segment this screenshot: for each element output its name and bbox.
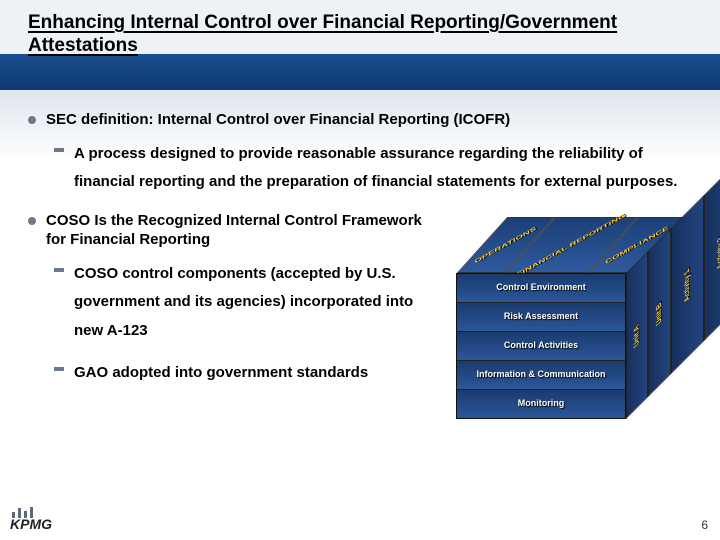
coso-cube-container: OPERATIONS FINANCIAL REPORTING COMPLIANC… [452,211,692,421]
bullet-dash-icon [54,148,64,152]
title-band: Enhancing Internal Control over Financia… [0,0,720,90]
bullet-level2: A process designed to provide reasonable… [54,140,692,197]
content-area: SEC definition: Internal Control over Fi… [28,110,692,512]
bullet-text: SEC definition: Internal Control over Fi… [46,110,510,130]
cube-side-col: Activity 1 [671,194,704,373]
page-number: 6 [701,518,708,532]
cube-side-label: Activity 1 [684,265,691,303]
cube-layer: Control Activities [457,332,625,361]
bullet-text: COSO control components (accepted by U.S… [74,260,438,346]
cube-layer: Monitoring [457,390,625,418]
bullet-level1: SEC definition: Internal Control over Fi… [28,110,692,130]
coso-cube: OPERATIONS FINANCIAL REPORTING COMPLIANC… [452,211,692,421]
cube-layer: Information & Communication [457,361,625,390]
cube-layer: Control Environment [457,274,625,303]
bullet-text: A process designed to provide reasonable… [74,140,692,197]
kpmg-logo: KPMG [10,516,52,532]
bullet-level2: GAO adopted into government standards [54,359,438,388]
bullet-dot-icon [28,217,36,225]
cube-side-col: Unit B [648,228,671,397]
cube-side-label: Unit B [656,298,663,326]
cube-front-face: Control Environment Risk Assessment Cont… [456,273,626,419]
bullet-dash-icon [54,367,64,371]
bullet-level1: COSO Is the Recognized Internal Control … [28,211,438,250]
lower-row: COSO Is the Recognized Internal Control … [28,211,692,421]
bullet-text: GAO adopted into government standards [74,359,368,388]
bullet-level2: COSO control components (accepted by U.S… [54,260,438,346]
cube-layer: Risk Assessment [457,303,625,332]
slide-title: Enhancing Internal Control over Financia… [28,12,692,58]
bullet-text: COSO Is the Recognized Internal Control … [46,211,438,250]
lower-left-col: COSO Is the Recognized Internal Control … [28,211,438,421]
cube-side-label: Unit A [634,321,641,348]
bullet-dot-icon [28,116,36,124]
cube-side-col: Activity 2 [704,161,720,340]
bullet-dash-icon [54,268,64,272]
cube-side-col: Unit A [626,250,648,418]
